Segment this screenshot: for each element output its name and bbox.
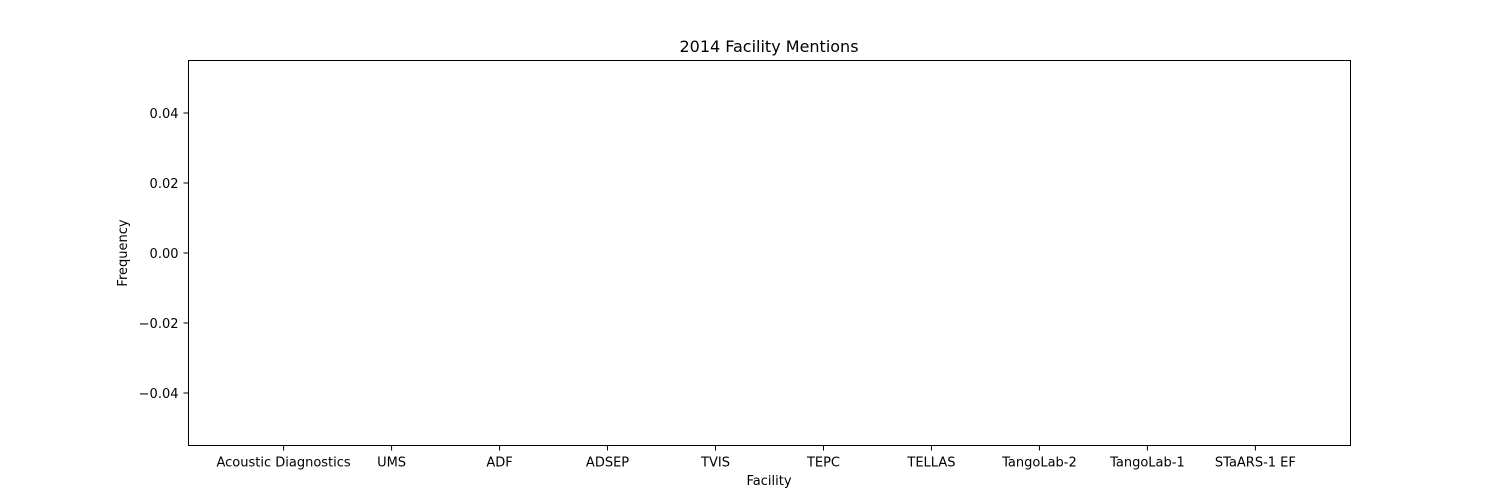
x-axis-label: Facility bbox=[746, 474, 791, 489]
y-tick-label: −0.04 bbox=[139, 387, 179, 402]
x-tick-label: TVIS bbox=[700, 456, 730, 471]
x-tick-label: ADF bbox=[486, 456, 512, 471]
y-axis-label: Frequency bbox=[116, 219, 131, 286]
chart-title: 2014 Facility Mentions bbox=[679, 37, 858, 56]
y-tick-label: 0.02 bbox=[150, 177, 179, 192]
x-tick-label: TELLAS bbox=[906, 456, 955, 471]
x-axis-ticks: Acoustic Diagnostics UMS ADF ADSEP TVIS TEPC T… bbox=[216, 445, 1296, 471]
x-tick-label: UMS bbox=[377, 456, 406, 471]
x-tick-label: TangoLab-2 bbox=[1001, 456, 1077, 471]
y-tick-label: −0.02 bbox=[139, 317, 179, 332]
plot-area-frame bbox=[188, 60, 1351, 446]
y-tick-label: 0.04 bbox=[150, 107, 179, 122]
x-tick-label: STaARS-1 EF bbox=[1215, 456, 1296, 471]
y-tick-label: 0.00 bbox=[150, 247, 179, 262]
y-axis-ticks: 0.04 0.02 0.00 −0.02 −0.04 bbox=[139, 107, 189, 402]
x-tick-label: TEPC bbox=[806, 456, 840, 471]
x-tick-label: ADSEP bbox=[586, 456, 629, 471]
x-tick-label: TangoLab-1 bbox=[1109, 456, 1185, 471]
x-tick-label: Acoustic Diagnostics bbox=[216, 456, 350, 471]
